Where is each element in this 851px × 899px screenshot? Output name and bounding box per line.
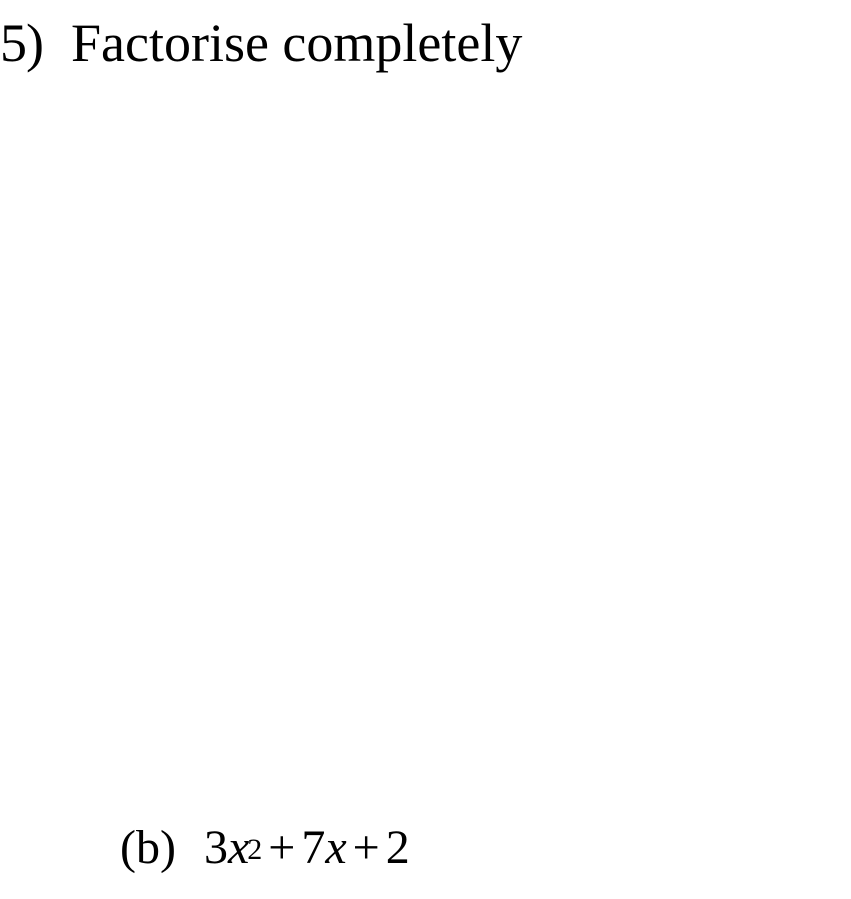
variable-2: x	[325, 820, 346, 875]
part-label: (b)	[120, 820, 176, 875]
operator-plus-1: +	[268, 820, 295, 875]
exponent-1: 2	[247, 833, 262, 867]
math-expression: 3x2 + 7x + 2	[204, 820, 410, 875]
operator-plus-2: +	[353, 820, 380, 875]
coefficient-2: 7	[301, 820, 325, 875]
constant: 2	[386, 820, 410, 875]
question-number: 5)	[0, 12, 43, 74]
question-prompt: Factorise completely	[71, 12, 522, 74]
question-header: 5) Factorise completely	[0, 12, 522, 74]
question-part-b: (b) 3x2 + 7x + 2	[120, 820, 410, 875]
variable-1: x	[228, 820, 249, 875]
coefficient-1: 3	[204, 820, 228, 875]
